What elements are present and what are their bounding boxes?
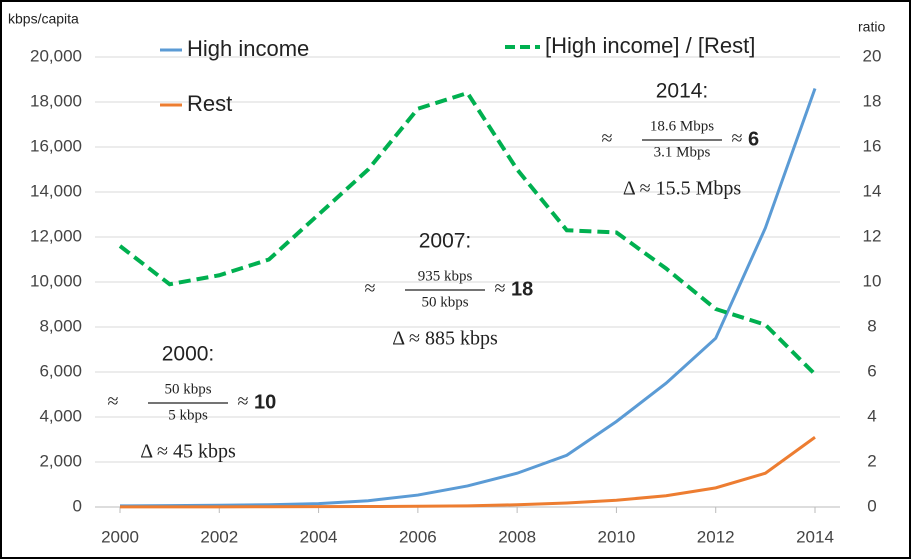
annotation-approx: ≈ <box>495 278 506 300</box>
annotation-result: 6 <box>748 128 759 150</box>
annotation-delta: Δ ≈ 15.5 Mbps <box>623 178 742 200</box>
annotation-approx: ≈ <box>238 391 249 413</box>
y-tick-label: 14,000 <box>30 181 82 200</box>
y-tick-label: 20,000 <box>30 46 82 65</box>
annotation-numerator: 50 kbps <box>164 381 211 397</box>
series-line <box>118 90 817 376</box>
y-tick-label: 8,000 <box>39 316 82 335</box>
y-tick-label: 2,000 <box>39 451 82 470</box>
y2-tick-label: 18 <box>863 91 882 110</box>
legend-label: High income <box>187 36 309 61</box>
x-tick-label: 2014 <box>796 527 834 546</box>
x-tick-label: 2006 <box>399 527 437 546</box>
y2-tick-label: 4 <box>867 406 876 425</box>
x-tick-label: 2008 <box>498 527 536 546</box>
annotation-result: 10 <box>254 391 276 413</box>
y2-tick-label: 8 <box>867 316 876 335</box>
annotation-numerator: 935 kbps <box>418 268 473 284</box>
y-tick-label: 18,000 <box>30 91 82 110</box>
y-tick-label: 4,000 <box>39 406 82 425</box>
x-tick-label: 2004 <box>300 527 338 546</box>
y2-tick-label: 10 <box>863 271 882 290</box>
y2-tick-label: 2 <box>867 451 876 470</box>
series-line <box>119 87 817 508</box>
annotation-denominator: 5 kbps <box>168 407 208 423</box>
annotation-approx: ≈ <box>108 391 119 413</box>
y-tick-label: 6,000 <box>39 361 82 380</box>
y2-tick-label: 16 <box>863 136 882 155</box>
series-line <box>119 436 816 509</box>
x-tick-label: 2002 <box>200 527 238 546</box>
y2-axis-label: ratio <box>858 19 885 35</box>
annotation-delta: Δ ≈ 45 kbps <box>140 441 236 463</box>
y-axis-label: kbps/capita <box>8 11 79 27</box>
annotation-result: 18 <box>511 278 533 300</box>
x-tick-label: 2000 <box>101 527 139 546</box>
y-tick-label: 12,000 <box>30 226 82 245</box>
y2-tick-label: 0 <box>867 496 876 515</box>
y2-tick-label: 12 <box>863 226 882 245</box>
annotation-title: 2000: <box>162 343 215 366</box>
x-tick-label: 2012 <box>697 527 735 546</box>
annotation-numerator: 18.6 Mbps <box>650 118 714 134</box>
annotation-title: 2014: <box>656 80 709 103</box>
y2-tick-label: 20 <box>863 46 882 65</box>
y-tick-label: 10,000 <box>30 271 82 290</box>
annotation-approx: ≈ <box>602 128 613 150</box>
annotation-delta: Δ ≈ 885 kbps <box>392 328 498 350</box>
legend-label: Rest <box>187 91 232 116</box>
annotation-approx: ≈ <box>365 278 376 300</box>
y-tick-label: 0 <box>73 496 82 515</box>
legend-label: [High income] / [Rest] <box>545 33 755 58</box>
annotation-denominator: 50 kbps <box>421 294 468 310</box>
y2-tick-label: 6 <box>867 361 876 380</box>
annotation-approx: ≈ <box>732 128 743 150</box>
annotation-denominator: 3.1 Mbps <box>654 144 711 160</box>
x-tick-label: 2010 <box>598 527 636 546</box>
y2-tick-label: 14 <box>863 181 882 200</box>
y-tick-label: 16,000 <box>30 136 82 155</box>
annotation-title: 2007: <box>419 230 472 253</box>
